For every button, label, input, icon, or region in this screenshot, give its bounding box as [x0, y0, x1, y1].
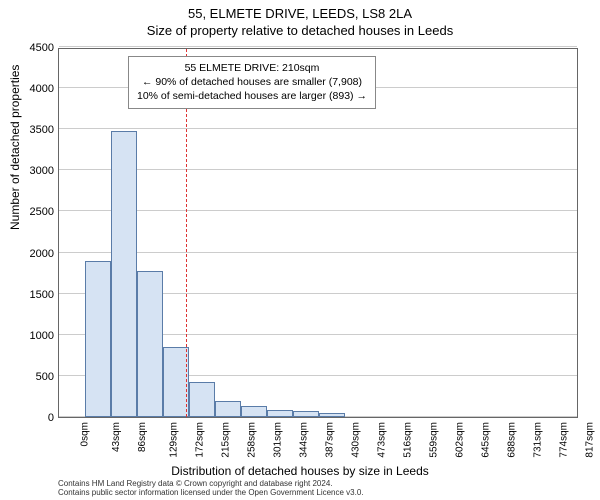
x-tick-label: 43sqm	[111, 422, 122, 452]
x-tick-label: 129sqm	[169, 422, 180, 458]
y-tick-label: 0	[14, 412, 54, 424]
y-tick-label: 3000	[14, 165, 54, 177]
y-tick-label: 4000	[14, 83, 54, 95]
x-tick-label: 301sqm	[273, 422, 284, 458]
histogram-chart: 55, ELMETE DRIVE, LEEDS, LS8 2LA Size of…	[0, 0, 600, 500]
histogram-bar	[85, 261, 111, 417]
y-tick-label: 3500	[14, 124, 54, 136]
chart-title-sub: Size of property relative to detached ho…	[0, 21, 600, 38]
x-tick-label: 559sqm	[429, 422, 440, 458]
x-tick-label: 215sqm	[221, 422, 232, 458]
histogram-bar	[293, 411, 319, 417]
annotation-line: 55 ELMETE DRIVE: 210sqm	[137, 61, 367, 75]
x-tick-label: 688sqm	[507, 422, 518, 458]
y-tick-label: 4500	[14, 42, 54, 54]
histogram-bar	[111, 131, 137, 417]
x-tick-label: 430sqm	[351, 422, 362, 458]
histogram-bar	[189, 382, 215, 417]
y-tick-label: 1500	[14, 289, 54, 301]
chart-title-main: 55, ELMETE DRIVE, LEEDS, LS8 2LA	[0, 0, 600, 21]
x-tick-label: 258sqm	[247, 422, 258, 458]
x-tick-label: 731sqm	[533, 422, 544, 458]
x-tick-label: 602sqm	[455, 422, 466, 458]
x-tick-label: 387sqm	[325, 422, 336, 458]
histogram-bar	[319, 413, 345, 417]
copyright-line2: Contains public sector information licen…	[58, 488, 580, 498]
copyright-text: Contains HM Land Registry data © Crown c…	[58, 479, 580, 498]
x-axis-label: Distribution of detached houses by size …	[0, 464, 600, 478]
x-tick-label: 0sqm	[79, 422, 90, 446]
x-tick-label: 473sqm	[377, 422, 388, 458]
x-tick-label: 172sqm	[195, 422, 206, 458]
gridline	[59, 128, 577, 129]
annotation-line: ← 90% of detached houses are smaller (7,…	[137, 75, 367, 89]
x-tick-label: 645sqm	[481, 422, 492, 458]
annotation-line: 10% of semi-detached houses are larger (…	[137, 89, 367, 103]
x-tick-label: 817sqm	[585, 422, 596, 458]
histogram-bar	[137, 271, 163, 417]
x-tick-label: 516sqm	[403, 422, 414, 458]
y-tick-label: 2500	[14, 206, 54, 218]
x-tick-label: 86sqm	[137, 422, 148, 452]
copyright-line1: Contains HM Land Registry data © Crown c…	[58, 479, 580, 489]
histogram-bar	[267, 410, 293, 417]
histogram-bar	[215, 401, 241, 417]
y-tick-label: 1000	[14, 330, 54, 342]
y-tick-label: 500	[14, 371, 54, 383]
histogram-bar	[241, 406, 267, 417]
annotation-box: 55 ELMETE DRIVE: 210sqm← 90% of detached…	[128, 56, 376, 109]
gridline	[59, 46, 577, 47]
x-tick-label: 344sqm	[299, 422, 310, 458]
x-tick-label: 774sqm	[559, 422, 570, 458]
y-tick-label: 2000	[14, 248, 54, 260]
